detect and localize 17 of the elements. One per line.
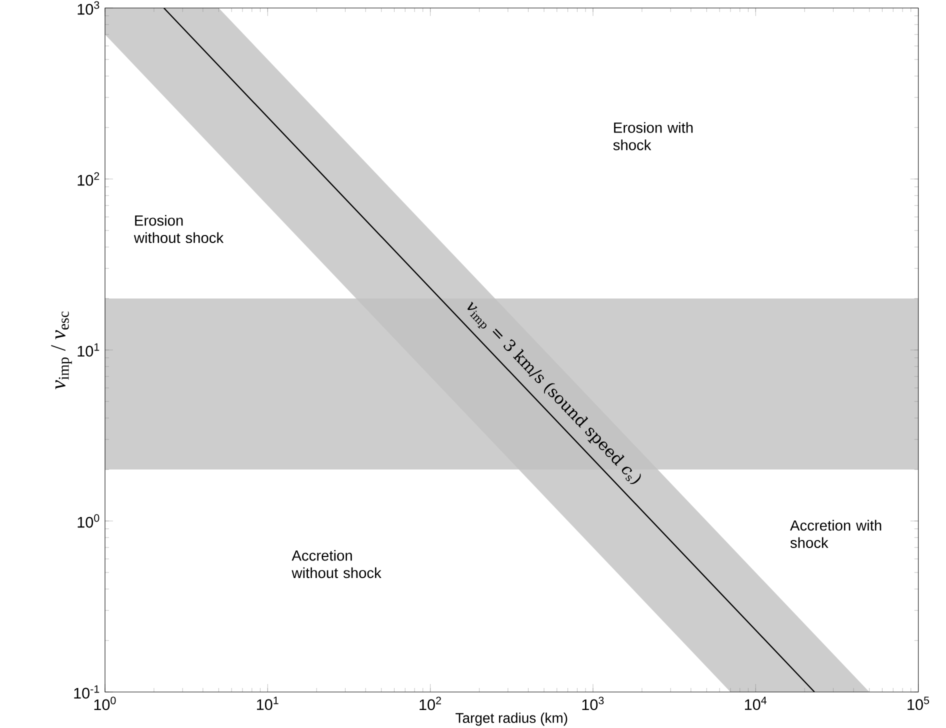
annotation: Accretion without shock (292, 550, 382, 578)
annotation: Erosion without shock (134, 214, 224, 244)
x-axis-title: Target radius (km) (456, 712, 568, 726)
y-axis-title: v$_{imp}$ / v$_{esc}$ (51, 312, 72, 390)
x-tick-label: 10$^{3}$ (582, 696, 604, 710)
annotation: Accretion with shock (790, 520, 882, 548)
y-tick-label: 10$^{1}$ (78, 343, 100, 357)
x-tick-label: 10$^{4}$ (744, 696, 767, 710)
y-tick-label: 10$^{3}$ (78, 1, 100, 15)
y-tick-label: 10$^{0}$ (78, 514, 100, 528)
annotation: Erosion with shock (613, 122, 693, 150)
x-tick-label: 10$^{1}$ (257, 696, 278, 710)
x-tick-label: 10$^{5}$ (908, 696, 930, 710)
x-tick-label: 10$^{0}$ (94, 696, 116, 710)
y-tick-label: 10$^{-1}$ (74, 685, 100, 699)
x-tick-label: 10$^{2}$ (420, 696, 441, 710)
y-tick-label: 10$^{2}$ (78, 172, 100, 186)
